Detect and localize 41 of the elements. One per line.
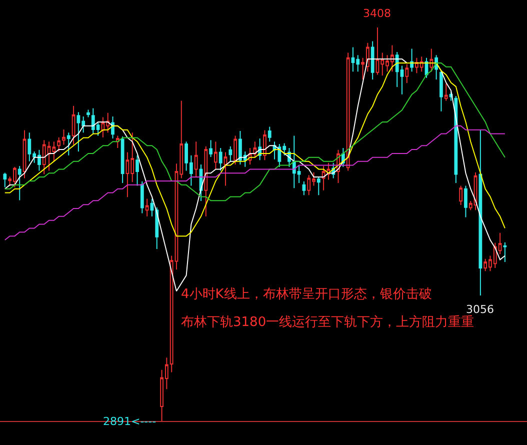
candlestick — [224, 152, 228, 186]
annotation: 布林下轨3180一线运行至下轨下方，上方阻力重重 — [181, 314, 474, 330]
candlestick — [86, 109, 90, 118]
candlestick — [440, 70, 443, 112]
candlestick — [444, 83, 448, 102]
candlestick — [111, 116, 114, 139]
text: 3408 — [363, 7, 391, 20]
candlestick — [302, 180, 306, 196]
annotation: 4小时K线上，布林带呈开口形态，银价击破 — [181, 287, 432, 302]
candlestick — [120, 136, 124, 184]
candlestick — [478, 128, 482, 296]
candlestick — [204, 146, 208, 217]
candlestick — [194, 141, 198, 178]
candlestick — [430, 48, 434, 72]
candlestick — [268, 126, 272, 142]
candlestick — [410, 48, 414, 72]
candlestick — [62, 128, 66, 146]
candlestick — [459, 185, 463, 206]
candlestick — [454, 96, 458, 184]
candlestick — [3, 172, 7, 188]
candlestick — [214, 141, 218, 170]
candlestick — [57, 136, 61, 152]
candlestick — [145, 198, 149, 217]
candlestick — [346, 52, 350, 172]
candlestick — [209, 140, 212, 158]
candlestick — [228, 146, 232, 162]
candlestick — [140, 180, 144, 214]
candlestick — [136, 154, 139, 186]
candlestick — [72, 105, 76, 146]
candlestick — [370, 40, 374, 80]
candlestick — [503, 242, 507, 263]
candlestick — [263, 130, 266, 161]
candlestick — [18, 166, 22, 201]
candlestick — [464, 185, 468, 218]
candlestick — [22, 130, 26, 179]
annotation: 3056 — [466, 303, 494, 316]
candlestick — [66, 132, 70, 156]
candlestick — [316, 176, 320, 196]
candlestick — [218, 147, 222, 172]
candlestick — [405, 64, 409, 84]
candlestick — [234, 135, 238, 165]
